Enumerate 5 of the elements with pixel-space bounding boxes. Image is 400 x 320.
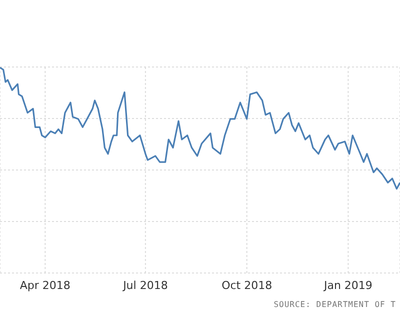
source-note: SOURCE: DEPARTMENT OF T	[274, 300, 396, 309]
x-tick-label: Apr 2018	[20, 278, 70, 292]
x-tick-label: Jan 2019	[322, 278, 372, 292]
x-tick-label: Oct 2018	[222, 278, 272, 292]
x-tick-label: Jul 2018	[122, 278, 168, 292]
